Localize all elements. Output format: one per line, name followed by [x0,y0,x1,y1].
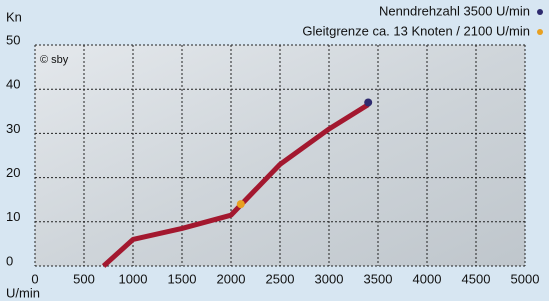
y-axis-label: Kn [6,9,22,24]
y-tick-label: 50 [6,32,20,47]
x-tick-label: 1000 [119,271,148,286]
legend-label: Nenndrehzahl 3500 U/min [379,3,530,18]
x-tick-label: 500 [73,271,95,286]
legend-marker [537,9,543,15]
marker [364,98,372,106]
marker [237,200,245,208]
x-tick-label: 0 [31,271,38,286]
x-tick-label: 5000 [511,271,540,286]
x-tick-label: 3000 [315,271,344,286]
y-tick-label: 40 [6,77,20,92]
x-tick-label: 1500 [168,271,197,286]
x-axis-label: U/min [6,285,40,300]
y-tick-label: 0 [6,253,13,268]
chart: Kn U/min © sby 0102030405005001000150020… [0,0,549,301]
annotation: © sby [40,54,69,66]
x-tick-label: 3500 [364,271,393,286]
legend-marker [537,29,543,35]
x-tick-label: 2500 [266,271,295,286]
x-tick-label: 2000 [217,271,246,286]
legend-label: Gleitgrenze ca. 13 Knoten / 2100 U/min [302,23,530,38]
y-tick-label: 10 [6,209,20,224]
x-tick-label: 4000 [413,271,442,286]
y-tick-label: 30 [6,121,20,136]
x-tick-label: 4500 [462,271,491,286]
y-tick-label: 20 [6,165,20,180]
